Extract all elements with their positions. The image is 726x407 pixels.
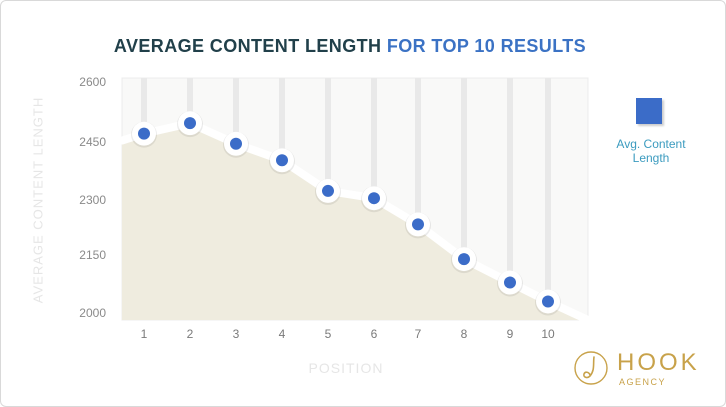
x-tick-label: 8 (460, 327, 468, 341)
x-tick-label: 9 (506, 327, 514, 341)
grid-stripe (545, 78, 551, 320)
chart-title-accent: FOR TOP 10 RESULTS (386, 36, 587, 56)
x-tick-label: 3 (232, 327, 240, 341)
x-tick-label: 4 (278, 327, 286, 341)
grid-stripe (461, 78, 467, 320)
y-tick-label: 2150 (79, 248, 106, 262)
data-point (276, 154, 288, 167)
grid-stripe (415, 78, 421, 320)
data-point (504, 276, 516, 289)
legend-label-line2: Length (632, 151, 670, 165)
data-point (458, 253, 470, 266)
chart-title: AVERAGE CONTENT LENGTH FOR TOP 10 RESULT… (0, 36, 700, 57)
data-point (542, 295, 554, 308)
data-point (412, 218, 424, 231)
y-tick-label: 2000 (79, 306, 106, 320)
x-tick-label: 2 (186, 327, 194, 341)
y-tick-label: 2450 (79, 135, 106, 149)
data-point (368, 192, 380, 205)
series-area (122, 123, 588, 320)
grid-stripe (507, 78, 513, 320)
x-tick-label: 10 (541, 327, 555, 341)
legend-swatch (636, 98, 662, 124)
x-tick-label: 7 (414, 327, 422, 341)
x-tick-label: 1 (140, 327, 148, 341)
x-axis-label: POSITION (308, 360, 384, 376)
y-axis-label: AVERAGE CONTENT LENGTH (30, 96, 46, 304)
logo-subtitle: AGENCY (619, 377, 667, 387)
logo-name: HOOK (617, 349, 700, 376)
y-tick-label: 2300 (79, 193, 106, 207)
y-tick-label: 2600 (79, 75, 106, 89)
legend-label: Avg. Content Length (605, 137, 697, 165)
chart-title-main: AVERAGE CONTENT LENGTH (113, 36, 382, 56)
data-point (230, 137, 242, 150)
data-point (322, 184, 334, 197)
legend-label-line1: Avg. Content (616, 137, 686, 151)
x-tick-label: 5 (324, 327, 332, 341)
data-point (138, 127, 150, 140)
x-tick-label: 6 (370, 327, 378, 341)
data-point (184, 117, 196, 130)
hook-logo-icon (574, 351, 608, 385)
